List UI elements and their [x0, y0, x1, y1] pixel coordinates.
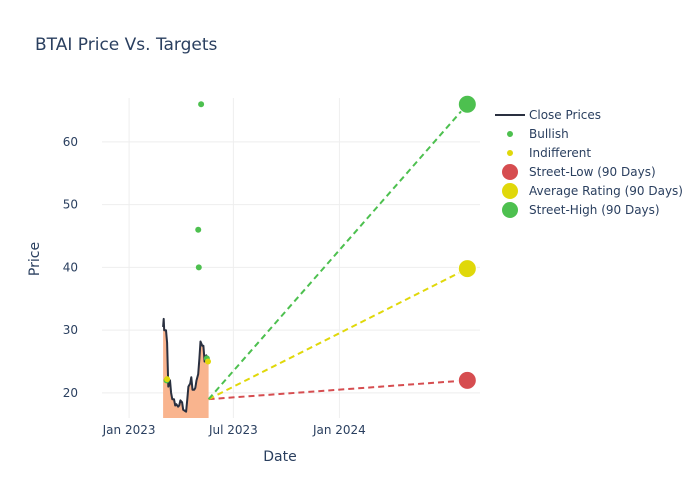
legend-swatch-circle — [502, 164, 518, 180]
legend-label: Average Rating (90 Days) — [529, 184, 683, 198]
legend-label: Indifferent — [529, 146, 591, 160]
target-layer — [207, 103, 469, 401]
area-layer — [163, 318, 209, 418]
y-tick-label: 50 — [63, 198, 78, 212]
x-tick-label: Jul 2023 — [208, 423, 258, 437]
bullish-marker — [195, 226, 202, 233]
line-layer — [162, 317, 210, 413]
legend-swatch-circle — [502, 202, 518, 218]
target-marker — [457, 259, 477, 279]
legend-label: Street-Low (90 Days) — [529, 165, 656, 179]
y-tick-label: 40 — [63, 260, 78, 274]
x-tick-label: Jan 2024 — [312, 423, 366, 437]
legend-item: Average Rating (90 Days) — [502, 183, 683, 199]
y-axis-title: Price — [27, 242, 43, 276]
legend-item: Indifferent — [507, 146, 591, 160]
legend-swatch-circle — [502, 183, 518, 199]
target-line — [207, 103, 469, 400]
target-line — [208, 267, 468, 401]
legend-item: Street-High (90 Days) — [502, 202, 660, 218]
chart-title: BTAI Price Vs. Targets — [35, 35, 218, 55]
target-marker — [457, 94, 477, 114]
legend-item: Street-Low (90 Days) — [502, 164, 656, 180]
legend-item: Close Prices — [495, 108, 601, 122]
indifferent-marker — [164, 376, 171, 383]
indifferent-marker — [205, 358, 212, 365]
tick-layer: 20 30 40 50 60 Jan 2023 Jul 2023 Jan 2024 — [63, 135, 366, 437]
y-tick-label: 30 — [63, 323, 78, 337]
target-line — [208, 379, 468, 401]
y-tick-label: 20 — [63, 386, 78, 400]
legend-label: Street-High (90 Days) — [529, 203, 660, 217]
marker-layer — [163, 94, 477, 390]
legend: Close Prices Bullish Indifferent Street-Low… — [495, 108, 683, 218]
legend-item: Bullish — [507, 127, 569, 141]
bullish-marker — [195, 264, 202, 271]
y-tick-label: 60 — [63, 135, 78, 149]
bullish-marker — [198, 101, 205, 108]
close-price-line — [162, 317, 210, 413]
grid-layer — [102, 98, 480, 418]
legend-swatch-dot — [507, 150, 513, 156]
target-marker — [457, 370, 477, 390]
legend-swatch-dot — [507, 131, 513, 137]
x-axis-title: Date — [263, 449, 296, 465]
x-tick-label: Jan 2023 — [102, 423, 156, 437]
legend-label: Bullish — [529, 127, 569, 141]
legend-label: Close Prices — [529, 108, 601, 122]
close-price-area — [163, 318, 209, 418]
